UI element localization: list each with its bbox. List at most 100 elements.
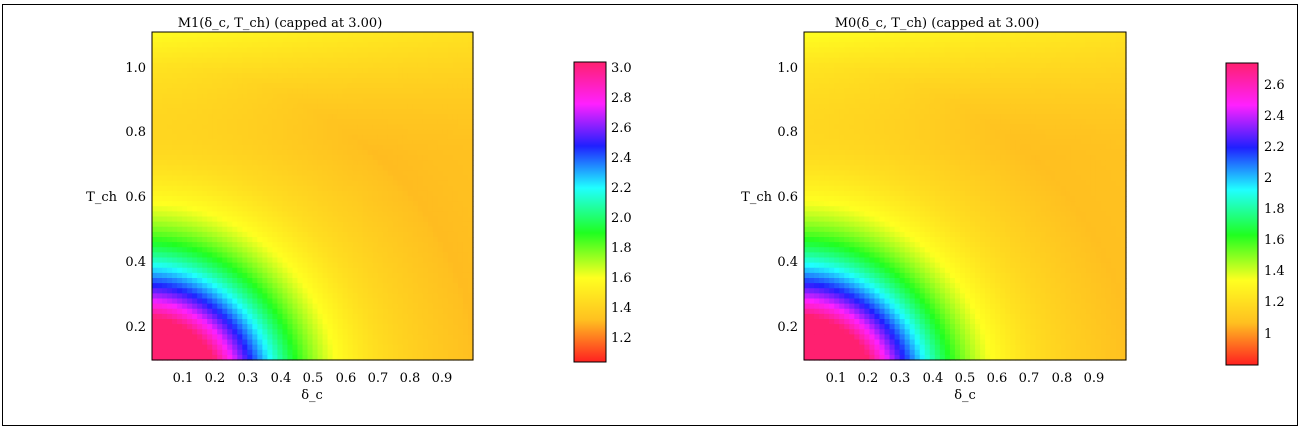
heatmap-cell xyxy=(367,73,374,79)
heatmap-cell xyxy=(342,344,349,351)
heatmap-cell xyxy=(1105,47,1112,54)
heatmap-cell xyxy=(447,329,454,335)
heatmap-cell xyxy=(874,37,881,43)
heatmap-cell xyxy=(372,129,379,136)
heatmap-cell xyxy=(262,226,268,233)
heatmap-cell xyxy=(1005,47,1011,54)
heatmap-cell xyxy=(427,237,434,243)
heatmap-cell xyxy=(1070,47,1077,54)
heatmap-cell xyxy=(217,37,223,43)
heatmap-cell xyxy=(874,47,881,54)
heatmap-cell xyxy=(222,278,228,284)
heatmap-cell xyxy=(207,98,213,105)
heatmap-cell xyxy=(427,42,434,48)
heatmap-cell xyxy=(357,319,364,325)
heatmap-cell xyxy=(382,278,389,284)
heatmap-cell xyxy=(879,73,886,79)
heatmap-cell xyxy=(407,108,414,115)
heatmap-cell xyxy=(287,278,294,284)
heatmap-cell xyxy=(292,329,299,335)
heatmap-cell xyxy=(162,139,168,146)
heatmap-cell xyxy=(1035,78,1042,84)
heatmap-cell xyxy=(337,73,344,79)
heatmap-cell xyxy=(317,298,324,305)
heatmap-cell xyxy=(322,93,329,100)
chart-title-m0: M0(δ_c, T_ch) (capped at 3.00) xyxy=(835,16,1040,31)
heatmap-cell xyxy=(222,32,228,38)
heatmap-cell xyxy=(282,160,289,166)
heatmap-cell xyxy=(387,324,394,330)
heatmap-cell xyxy=(257,108,263,115)
heatmap-cell xyxy=(167,247,173,253)
heatmap-cell xyxy=(1030,42,1037,48)
heatmap-cell xyxy=(222,165,228,171)
heatmap-cell xyxy=(467,175,474,182)
heatmap-cell xyxy=(252,354,258,361)
heatmap-cell xyxy=(362,216,369,223)
heatmap-cell xyxy=(457,160,464,166)
heatmap-cell xyxy=(322,288,329,294)
heatmap-cell xyxy=(1040,73,1047,79)
heatmap-cell xyxy=(342,319,349,325)
heatmap-cell xyxy=(157,124,163,130)
heatmap-cell xyxy=(402,98,409,105)
heatmap-cell xyxy=(327,32,334,38)
heatmap-cell xyxy=(212,216,218,223)
heatmap-cell xyxy=(1110,52,1117,59)
heatmap-cell xyxy=(282,119,289,125)
heatmap-cell xyxy=(970,47,976,54)
heatmap-cell xyxy=(177,226,183,233)
heatmap-cell xyxy=(302,78,309,84)
heatmap-cell xyxy=(1090,32,1097,38)
heatmap-cell xyxy=(995,83,1001,89)
heatmap-cell xyxy=(282,139,289,146)
heatmap-cell xyxy=(889,42,896,48)
heatmap-cell xyxy=(457,114,464,120)
heatmap-cell xyxy=(467,180,474,187)
heatmap-cell xyxy=(232,319,238,325)
heatmap-cell xyxy=(447,216,454,223)
heatmap-cell xyxy=(467,329,474,335)
heatmap-cell xyxy=(462,257,469,264)
heatmap-cell xyxy=(457,308,464,315)
heatmap-cell xyxy=(427,247,434,253)
heatmap-cell xyxy=(237,170,243,177)
heatmap-cell xyxy=(182,88,188,95)
heatmap-cell xyxy=(172,339,178,346)
heatmap-cell xyxy=(192,247,198,253)
x-axis-ticks-m1: 0.1 0.2 0.3 0.4 0.5 0.6 0.7 0.8 0.9 xyxy=(173,371,453,386)
heatmap-cell xyxy=(447,237,454,243)
heatmap-cell xyxy=(387,185,394,192)
heatmap-cell xyxy=(282,108,289,115)
heatmap-cell xyxy=(432,211,439,218)
heatmap-cell xyxy=(317,124,324,130)
heatmap-cell xyxy=(332,237,339,243)
heatmap-cell xyxy=(217,354,223,361)
heatmap-cell xyxy=(362,267,369,274)
heatmap-cell xyxy=(212,303,218,310)
heatmap-cell xyxy=(192,303,198,310)
heatmap-cell xyxy=(352,196,359,202)
heatmap-cell xyxy=(262,231,268,238)
heatmap-cell xyxy=(965,37,971,43)
heatmap-cell xyxy=(412,114,419,120)
heatmap-cell xyxy=(417,108,424,115)
heatmap-cell xyxy=(287,83,294,89)
heatmap-cell xyxy=(432,339,439,346)
heatmap-cell xyxy=(152,175,158,182)
heatmap-cell xyxy=(352,216,359,223)
heatmap-cell xyxy=(839,47,845,54)
heatmap-cell xyxy=(347,149,354,156)
heatmap-cell xyxy=(177,221,183,228)
heatmap-cell xyxy=(382,185,389,192)
heatmap-cell xyxy=(162,170,168,177)
heatmap-cell xyxy=(327,231,334,238)
heatmap-cell xyxy=(1120,73,1127,79)
heatmap-cell xyxy=(1000,52,1006,59)
heatmap-cell xyxy=(237,103,243,110)
heatmap-cell xyxy=(1025,93,1032,100)
heatmap-cell xyxy=(357,298,364,305)
heatmap-cell xyxy=(407,190,414,197)
heatmap-cell xyxy=(267,221,273,228)
heatmap-cell xyxy=(342,47,349,54)
